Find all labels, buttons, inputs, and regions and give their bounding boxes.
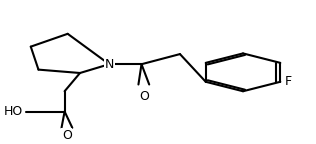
Text: O: O — [139, 90, 149, 103]
Text: N: N — [105, 58, 114, 71]
Text: F: F — [285, 75, 292, 88]
Text: O: O — [62, 129, 72, 142]
Text: HO: HO — [4, 105, 23, 118]
